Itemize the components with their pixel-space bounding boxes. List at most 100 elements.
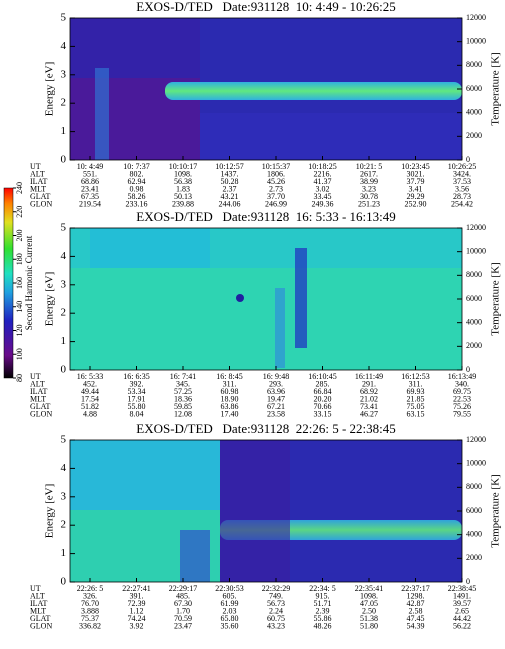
y-tick-label: 0 [61,364,67,376]
row-label: MLT [30,394,46,403]
table-cell: 75.37 [81,614,99,623]
row-label: GLAT [30,614,51,623]
y2-tick-label: 2000 [466,131,482,140]
table-cell: 3.02 [316,184,330,193]
y-tick-label: 4 [61,250,67,262]
table-cell: 1437. [221,169,239,178]
table-cell: 1.12 [130,606,144,615]
table-cell: 915. [316,591,330,600]
y-tick-label: 1 [61,125,67,137]
row-label: UT [30,162,41,171]
table-cell: 0.98 [130,184,144,193]
table-cell: 10: 7:37 [123,162,149,171]
table-cell: 49.44 [81,387,99,396]
y2-tick-label: 10000 [466,36,486,45]
table-cell: 58.26 [128,192,146,201]
row-label: UT [30,584,41,593]
table-cell: 10:23:45 [401,162,429,171]
table-cell: 55.86 [314,614,332,623]
panel-title: EXOS-D/TED Date:931128 22:26: 5 - 22:38:… [136,421,396,436]
table-cell: 2.03 [223,606,237,615]
table-cell: 16:12:53 [401,372,429,381]
y2-tick-label: 12000 [466,13,486,22]
table-cell: 43.21 [221,192,239,201]
table-cell: 67.21 [267,402,285,411]
table-cell: 249.36 [312,199,334,208]
table-cell: 70.59 [174,614,192,623]
table-cell: 47.45 [407,614,425,623]
table-cell: 10:21: 5 [356,162,382,171]
table-cell: 51.82 [81,402,99,411]
table-cell: 21.85 [407,394,425,403]
y-tick-label: 2 [61,519,67,531]
table-cell: 391. [130,591,144,600]
row-label: MLT [30,184,46,193]
table-cell: 17.54 [81,394,99,403]
table-cell: 73.41 [360,402,378,411]
y2-tick-label: 8000 [466,60,482,69]
table-cell: 1098. [360,591,378,600]
y-tick-label: 1 [61,335,67,347]
table-cell: 55.80 [128,402,146,411]
table-cell: 50.13 [174,192,192,201]
y-tick-label: 2 [61,97,67,109]
table-cell: 254.42 [451,199,473,208]
table-cell: 41.37 [314,177,332,186]
table-cell: 53.34 [128,387,146,396]
table-cell: 10:12:57 [215,162,243,171]
row-label: MLT [30,606,46,615]
table-cell: 749. [269,591,283,600]
table-cell: 326. [83,591,97,600]
table-cell: 293. [269,379,283,388]
table-cell: 22:37:17 [401,584,429,593]
table-cell: 63.15 [407,409,425,418]
table-cell: 17.91 [128,394,146,403]
y-tick-label: 3 [61,68,67,80]
table-cell: 47.05 [360,599,378,608]
table-cell: 239.88 [172,199,194,208]
table-cell: 56.22 [453,621,471,630]
table-cell: 551. [83,169,97,178]
y2-tick-label: 0 [466,577,470,586]
table-cell: 8.04 [130,409,144,418]
table-cell: 22:30:53 [215,584,243,593]
table-cell: 2.37 [223,184,237,193]
table-cell: 16: 7:41 [170,372,196,381]
y-tick-label: 5 [61,222,67,234]
panel-title: EXOS-D/TED Date:931128 10: 4:49 - 10:26:… [136,0,396,14]
table-cell: 219.54 [79,199,101,208]
y2-tick-label: 10000 [466,246,486,255]
table-cell: 285. [316,379,330,388]
colorbar-tick-label: 140 [15,301,24,313]
row-label: ILAT [30,177,47,186]
table-cell: 2.65 [455,606,469,615]
table-cell: 1491. [453,591,471,600]
table-cell: 16: 5:33 [77,372,103,381]
panel-title: EXOS-D/TED Date:931128 16: 5:33 - 16:13:… [136,209,396,224]
colorbar [3,187,14,379]
table-cell: 10:10:17 [169,162,197,171]
y-tick-label: 4 [61,462,67,474]
y2-tick-label: 6000 [466,84,482,93]
table-cell: 67.30 [174,599,192,608]
table-cell: 37.70 [267,192,285,201]
y2-tick-label: 0 [466,365,470,374]
table-cell: 23.47 [174,621,192,630]
y-tick-label: 3 [61,490,67,502]
table-cell: 19.47 [267,394,285,403]
table-cell: 16: 9:48 [263,372,289,381]
table-cell: 61.99 [221,599,239,608]
table-cell: 72.39 [128,599,146,608]
table-cell: 51.38 [360,614,378,623]
table-cell: 336.82 [79,621,101,630]
table-cell: 802. [130,169,144,178]
table-cell: 1.70 [176,606,190,615]
y-tick-label: 5 [61,434,67,446]
table-cell: 16:11:49 [355,372,383,381]
row-label: GLAT [30,402,51,411]
table-cell: 3.41 [409,184,423,193]
table-cell: 345. [176,379,190,388]
y2-tick-label: 4000 [466,317,482,326]
table-cell: 21.02 [360,394,378,403]
